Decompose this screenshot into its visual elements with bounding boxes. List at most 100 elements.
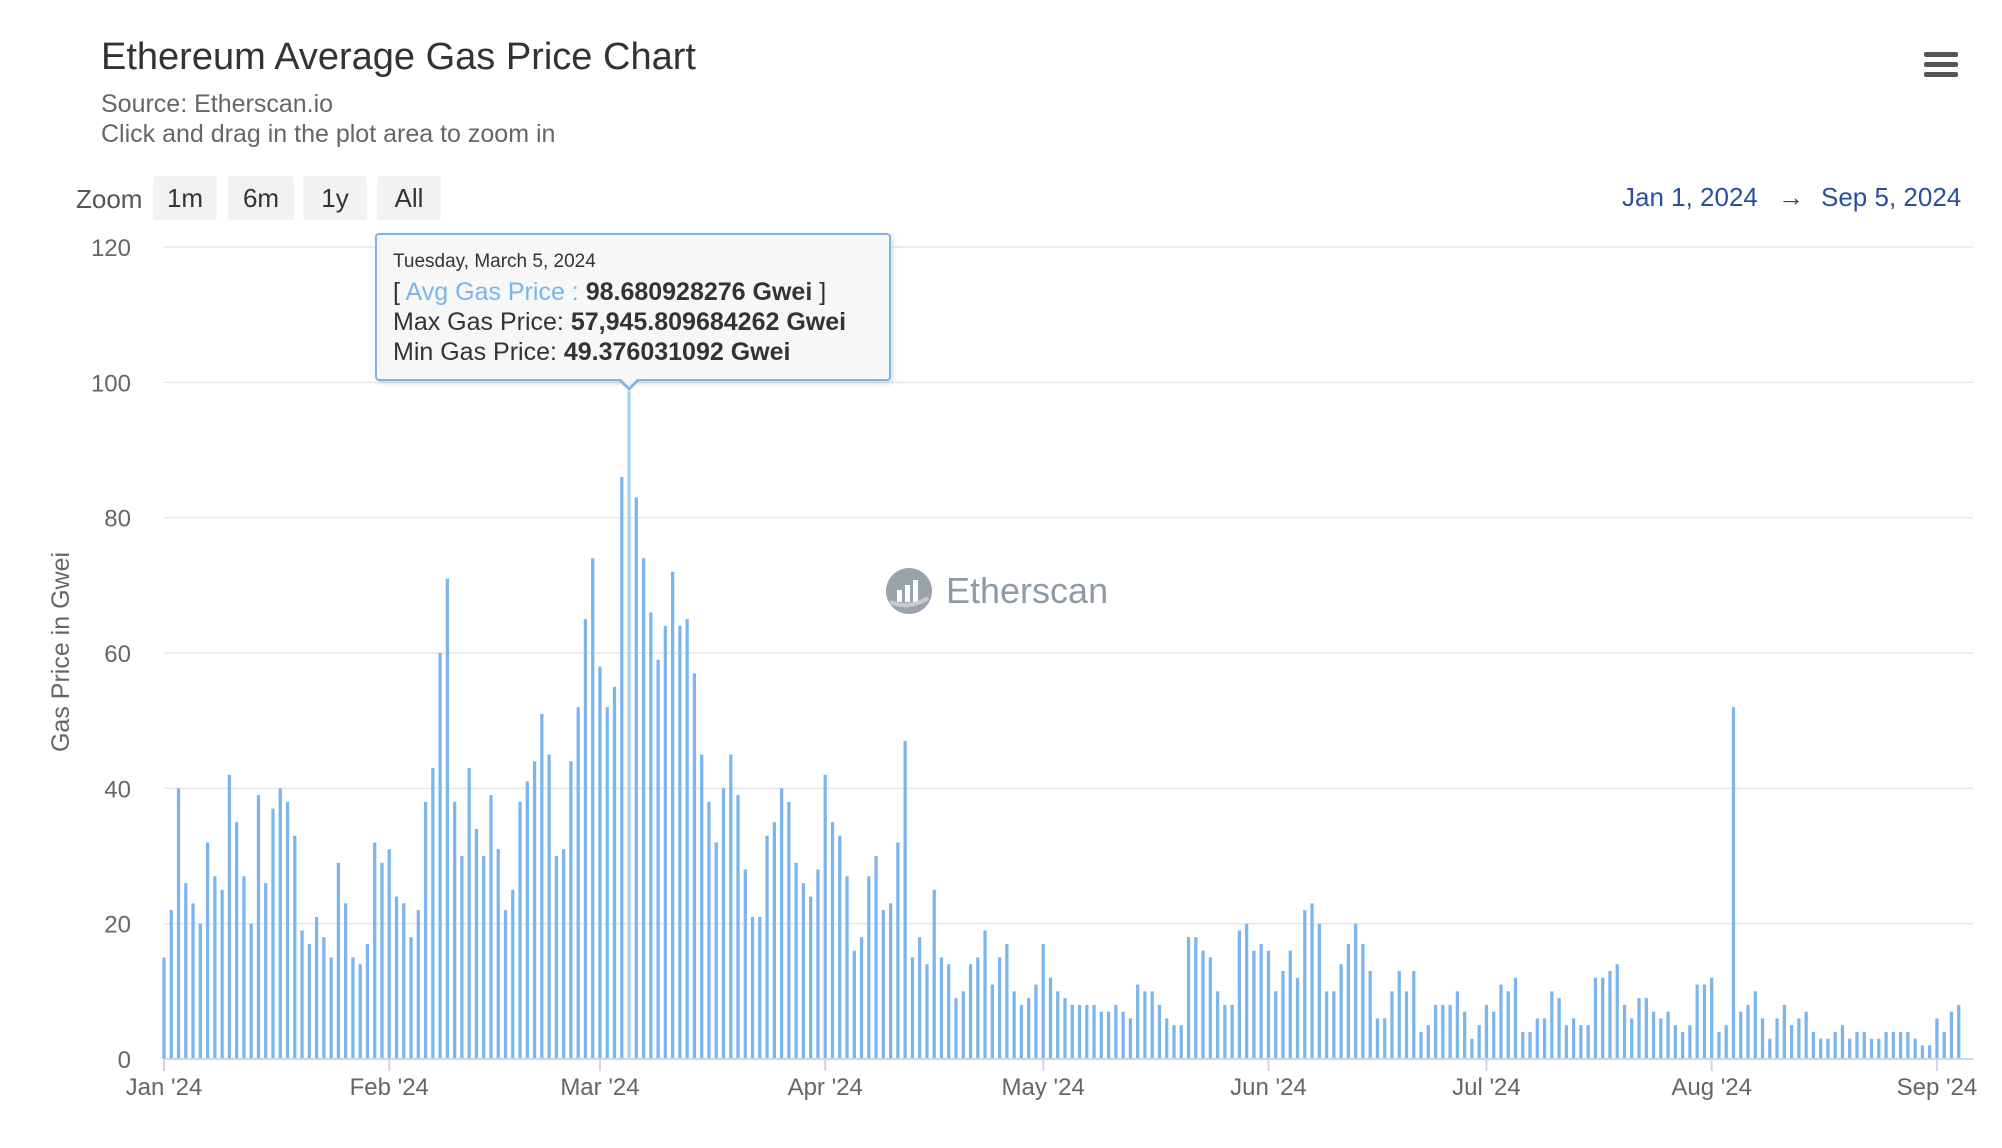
bar[interactable] (787, 801, 791, 1059)
bar[interactable] (1099, 1011, 1103, 1059)
bar[interactable] (830, 822, 835, 1059)
bar[interactable] (605, 707, 609, 1059)
bar[interactable] (554, 856, 559, 1059)
bar[interactable] (685, 619, 689, 1059)
bar[interactable] (1404, 991, 1409, 1059)
bar[interactable] (1717, 1031, 1721, 1059)
bar[interactable] (721, 788, 726, 1059)
bar[interactable] (220, 889, 224, 1059)
bar[interactable] (1753, 991, 1757, 1059)
bar[interactable] (322, 937, 326, 1059)
bar[interactable] (314, 916, 319, 1059)
bar[interactable] (736, 795, 740, 1059)
bar[interactable] (1506, 991, 1510, 1059)
bar[interactable] (1128, 1018, 1133, 1059)
bar[interactable] (997, 957, 1002, 1060)
bar[interactable] (256, 795, 261, 1059)
bar[interactable] (620, 477, 624, 1060)
bar[interactable] (1673, 1025, 1677, 1059)
bar[interactable] (1048, 977, 1053, 1059)
bar[interactable] (532, 761, 537, 1059)
bar[interactable] (176, 788, 181, 1059)
bar[interactable] (336, 862, 341, 1059)
bar[interactable] (1949, 1011, 1954, 1059)
bar[interactable] (874, 856, 878, 1059)
bar[interactable] (1215, 991, 1220, 1059)
bar[interactable] (518, 801, 522, 1059)
bar[interactable] (329, 957, 333, 1060)
bar[interactable] (1601, 977, 1605, 1059)
bar[interactable] (838, 835, 842, 1059)
bar[interactable] (1448, 1004, 1452, 1059)
bar[interactable] (1840, 1025, 1845, 1059)
bar[interactable] (1186, 937, 1191, 1059)
bar[interactable] (474, 828, 479, 1059)
bar[interactable] (1106, 1011, 1111, 1059)
bar[interactable] (910, 957, 915, 1060)
bar[interactable] (598, 666, 602, 1059)
bar[interactable] (1833, 1031, 1837, 1059)
bar[interactable] (750, 916, 755, 1059)
zoom-all-button[interactable]: All (377, 176, 441, 220)
bar[interactable] (678, 625, 682, 1059)
bar[interactable] (1695, 984, 1699, 1059)
bar[interactable] (1463, 1011, 1467, 1059)
bar[interactable] (714, 842, 718, 1059)
bar[interactable] (271, 808, 275, 1059)
bar[interactable] (939, 957, 944, 1060)
bar[interactable] (1295, 977, 1300, 1059)
bar[interactable] (859, 937, 864, 1059)
bar[interactable] (496, 849, 500, 1059)
bar[interactable] (1070, 1004, 1074, 1059)
bar[interactable] (1332, 991, 1336, 1059)
bar[interactable] (169, 910, 173, 1059)
bar[interactable] (649, 612, 653, 1059)
bar[interactable] (692, 673, 697, 1059)
bar[interactable] (300, 930, 304, 1059)
bar[interactable] (918, 937, 922, 1059)
bar[interactable] (867, 876, 871, 1059)
bar[interactable] (423, 801, 428, 1059)
bar[interactable] (903, 740, 907, 1059)
bar[interactable] (249, 923, 253, 1059)
bar[interactable] (344, 903, 348, 1059)
bar[interactable] (845, 876, 849, 1059)
bar[interactable] (1310, 903, 1314, 1059)
bar[interactable] (670, 571, 675, 1059)
bar[interactable] (467, 768, 471, 1059)
zoom-1m-button[interactable]: 1m (153, 176, 217, 220)
bar[interactable] (641, 558, 646, 1059)
range-from-input[interactable]: Jan 1, 2024 (1622, 182, 1758, 212)
bar[interactable] (1063, 998, 1067, 1059)
bar[interactable] (1252, 950, 1256, 1059)
bar[interactable] (162, 957, 166, 1060)
bar[interactable] (976, 957, 980, 1060)
bar[interactable] (1702, 984, 1707, 1059)
bar[interactable] (1862, 1031, 1866, 1059)
bar[interactable] (1484, 1004, 1489, 1059)
bar[interactable] (1223, 1004, 1227, 1059)
bar[interactable] (1266, 950, 1271, 1059)
bar[interactable] (394, 896, 399, 1059)
bar[interactable] (765, 835, 769, 1059)
bar[interactable] (235, 822, 239, 1059)
bar[interactable] (1884, 1031, 1888, 1059)
bar[interactable] (453, 801, 457, 1059)
bar[interactable] (1012, 991, 1016, 1059)
bar[interactable] (634, 497, 638, 1059)
bar[interactable] (1913, 1038, 1917, 1059)
chart-menu-button[interactable] (1920, 46, 1966, 86)
bar[interactable] (583, 619, 588, 1059)
bar[interactable] (438, 653, 442, 1059)
bar[interactable] (881, 910, 885, 1059)
bar[interactable] (1092, 1004, 1096, 1059)
bar[interactable] (700, 754, 704, 1060)
bar[interactable] (729, 754, 733, 1060)
bar[interactable] (1731, 707, 1736, 1059)
bar[interactable] (1579, 1025, 1583, 1059)
bar[interactable] (387, 849, 391, 1059)
bar[interactable] (983, 930, 987, 1059)
bar[interactable] (1433, 1004, 1438, 1059)
bar[interactable] (1593, 977, 1598, 1059)
bar[interactable] (1477, 1025, 1481, 1059)
